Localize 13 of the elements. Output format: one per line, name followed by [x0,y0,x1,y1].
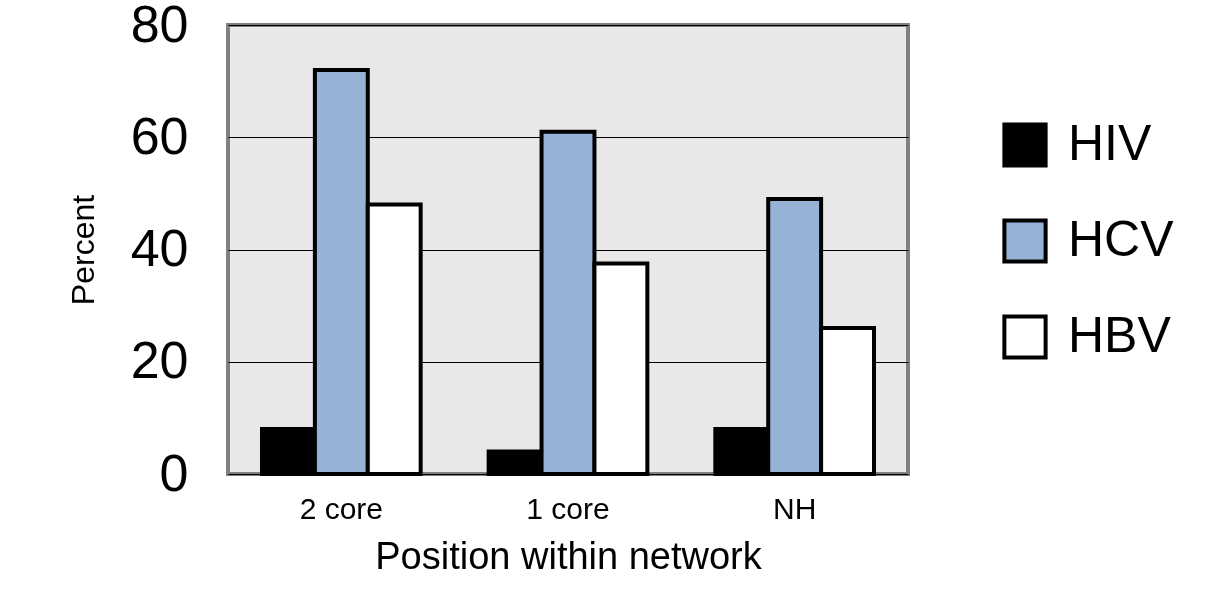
y-tick-label: 80 [130,0,189,53]
x-tick-label: 2 core [299,491,384,525]
y-tick-label: 20 [130,331,189,390]
legend-label: HCV [1068,211,1175,267]
legend-label: HIV [1068,115,1152,171]
y-axis-title: Percent [64,194,101,306]
x-tick-label: 1 core [526,491,610,525]
y-tick-label: 60 [130,106,189,165]
y-tick-label: 0 [159,443,189,502]
x-axis-title: Position within network [375,534,763,577]
x-tick-label: NH [772,491,817,525]
legend-label: HBV [1068,307,1172,363]
y-tick-label: 40 [130,219,189,277]
